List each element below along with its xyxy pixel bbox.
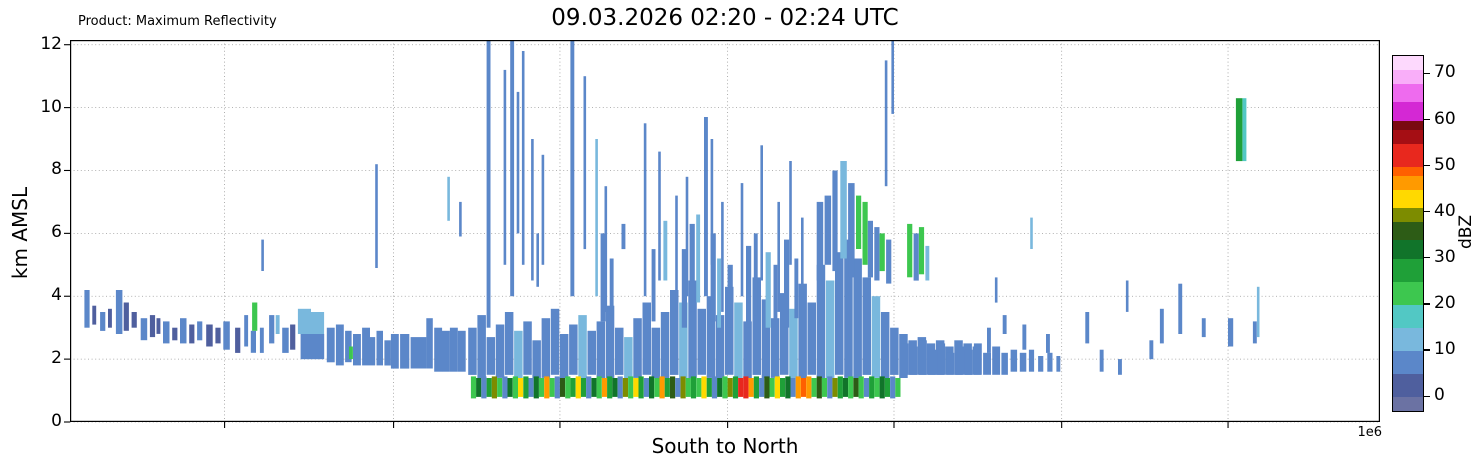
colorbar-tick-label: 20 [1434,292,1456,313]
colorbar-segment [1393,174,1423,190]
plot-frame [70,40,1381,422]
colorbar-tick [1424,72,1430,75]
colorbar-tick-label: 60 [1434,108,1456,129]
colorbar-tick-label: 30 [1434,246,1456,267]
colorbar-label: dBZ [1456,214,1476,250]
echo-bars [84,40,1260,399]
colorbar-tick-label: 40 [1434,200,1456,221]
x-axis-label: South to North [651,434,799,458]
colorbar-segment [1393,119,1423,130]
colorbar-tick [1424,211,1430,213]
colorbar-segment [1393,165,1423,176]
colorbar-tick-label: 50 [1434,154,1456,175]
colorbar-segment [1393,101,1423,121]
colorbar-tick [1424,118,1430,121]
colorbar-segment [1393,396,1423,411]
colorbar-tick [1424,349,1430,351]
colorbar-tick-label: 10 [1434,339,1456,360]
y-tick-label: 2 [51,348,62,369]
colorbar-segment [1393,82,1423,103]
colorbar-tick [1424,165,1430,167]
colorbar-segment [1393,257,1423,282]
colorbar-segment [1393,326,1423,352]
colorbar-segment [1393,207,1423,222]
colorbar-segment [1393,142,1423,167]
colorbar-segment [1393,68,1423,84]
colorbar-segment [1393,128,1423,144]
colorbar-tick [1424,395,1430,397]
x-offset-label: 1e6 [1357,425,1382,440]
colorbar-segment [1393,373,1423,398]
colorbar-tick-label: 70 [1434,62,1456,83]
colorbar-segment [1393,56,1423,70]
colorbar-tick [1424,257,1430,259]
plot-area [64,40,1381,428]
y-tick-label: 10 [40,96,62,117]
colorbar-segment [1393,220,1423,241]
y-tick-label: 4 [51,285,62,306]
y-tick-label: 8 [51,159,62,180]
product-label: Product: Maximum Reflectivity [78,14,277,29]
colorbar-segment [1393,280,1423,305]
colorbar-segment [1393,239,1423,259]
y-tick-label: 12 [40,33,62,54]
colorbar-segment [1393,350,1423,375]
y-tick-label: 0 [51,411,62,431]
chart-title: 09.03.2026 02:20 - 02:24 UTC [551,5,899,31]
colorbar [1392,55,1424,412]
colorbar-segment [1393,303,1423,329]
colorbar-tick-label: 0 [1434,385,1445,406]
y-tick-label: 6 [51,222,62,243]
axis-ticks [64,44,1229,428]
colorbar-segment [1393,188,1423,209]
colorbar-tick [1424,303,1430,305]
